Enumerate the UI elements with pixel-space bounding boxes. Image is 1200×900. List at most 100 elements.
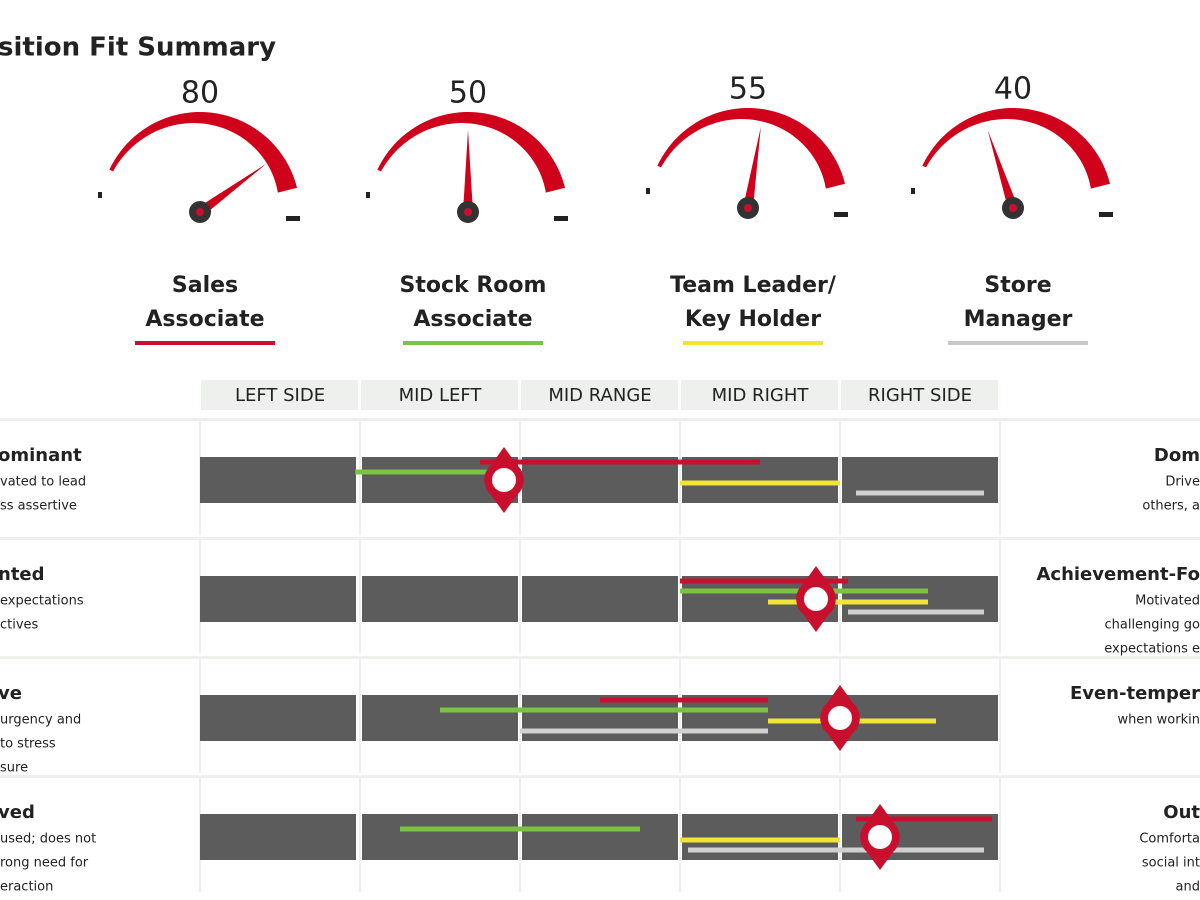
column-header-bg <box>681 380 838 410</box>
left-desc: vated to lead <box>0 475 86 490</box>
column-header: RIGHT SIDE <box>868 385 972 406</box>
gauge-label: Key Holder <box>685 307 821 332</box>
column-divider <box>359 659 361 773</box>
gauge-needle <box>987 130 1018 210</box>
gauge-hub-dot <box>196 208 204 216</box>
column-divider <box>999 421 1001 535</box>
right-desc: others, a <box>1142 499 1200 514</box>
gauge-needle <box>197 163 267 217</box>
left-title: nted <box>0 564 45 585</box>
right-desc: Motivated <box>1135 594 1200 609</box>
scale-bar <box>522 576 678 622</box>
left-desc: eraction <box>0 880 53 895</box>
fit-range <box>768 599 928 605</box>
column-header: MID RANGE <box>548 385 651 406</box>
gauge-max-tick <box>286 216 300 221</box>
gauge-needle <box>743 127 761 209</box>
scale-bar <box>200 576 356 622</box>
gauge-label: Manager <box>964 307 1073 332</box>
right-desc: and <box>1176 880 1200 895</box>
right-desc: when workin <box>1117 713 1200 728</box>
column-divider <box>359 540 361 654</box>
scale-bar <box>682 814 838 860</box>
gauge-label: Associate <box>413 307 532 332</box>
score-marker-center <box>492 468 516 492</box>
gauge-hub-dot <box>744 204 752 212</box>
fit-range <box>440 707 768 713</box>
fit-range <box>400 826 640 832</box>
gauge-label: Team Leader/ <box>670 273 837 298</box>
column-divider <box>679 778 681 892</box>
scale-bar <box>200 814 356 860</box>
left-title: ominant <box>0 445 82 466</box>
column-header-bg <box>841 380 998 410</box>
right-title: Out <box>1163 802 1200 823</box>
column-divider <box>999 659 1001 773</box>
score-marker-center <box>804 587 828 611</box>
column-divider <box>839 421 841 535</box>
column-divider <box>359 421 361 535</box>
gauge-min-tick <box>366 192 370 198</box>
right-title: Achievement-Fo <box>1036 564 1200 585</box>
gauge-max-tick <box>834 212 848 217</box>
column-divider <box>519 540 521 654</box>
gauge-value: 55 <box>729 72 767 107</box>
right-desc: social int <box>1142 856 1200 871</box>
scale-bar <box>682 457 838 503</box>
gauge-value: 80 <box>181 76 219 111</box>
row-divider <box>0 656 1200 659</box>
gauge-underline <box>948 341 1088 345</box>
row-divider <box>0 537 1200 540</box>
column-divider <box>839 778 841 892</box>
fit-range <box>355 469 504 475</box>
column-header-bg <box>521 380 678 410</box>
gauge-arc <box>377 112 566 193</box>
column-divider <box>679 540 681 654</box>
fit-range <box>856 816 992 822</box>
scale-bar <box>200 457 356 503</box>
column-header-bg <box>201 380 358 410</box>
gauge-underline <box>135 341 275 345</box>
gauge-max-tick <box>1099 212 1113 217</box>
gauge-needle <box>463 130 473 212</box>
column-header-bg <box>361 380 518 410</box>
left-desc: rong need for <box>0 856 89 871</box>
column-header: LEFT SIDE <box>235 385 325 406</box>
left-desc: ctives <box>0 618 39 633</box>
fit-range <box>680 480 840 486</box>
gauge-min-tick <box>646 188 650 194</box>
fit-range <box>680 837 840 843</box>
score-marker-center <box>828 706 852 730</box>
column-divider <box>999 540 1001 654</box>
scale-bar <box>842 576 998 622</box>
gauge-min-tick <box>98 192 102 198</box>
left-desc: urgency and <box>0 713 81 728</box>
scale-bar <box>362 695 518 741</box>
left-desc: expectations <box>0 594 84 609</box>
left-title: ved <box>0 802 35 823</box>
scale-bar <box>522 814 678 860</box>
gauge-label: Associate <box>145 307 264 332</box>
gauge-underline <box>683 341 823 345</box>
scale-bar <box>842 457 998 503</box>
scale-bar <box>200 695 356 741</box>
scale-bar <box>362 576 518 622</box>
column-divider <box>999 778 1001 892</box>
scale-bar <box>362 814 518 860</box>
gauge-underline <box>403 341 543 345</box>
gauge-max-tick <box>554 216 568 221</box>
left-desc: ss assertive <box>0 499 77 514</box>
right-desc: Comforta <box>1139 832 1200 847</box>
gauge-arc <box>109 112 298 193</box>
gauge-label: Sales <box>172 273 238 298</box>
scale-bar <box>842 695 998 741</box>
scale-bar <box>522 457 678 503</box>
fit-range <box>480 459 760 465</box>
gauge-label: Store <box>984 273 1051 298</box>
column-header: MID LEFT <box>399 385 483 406</box>
left-desc: sure <box>0 761 28 776</box>
gauge-label: Stock Room <box>400 273 547 298</box>
gauge-arc <box>922 108 1111 189</box>
